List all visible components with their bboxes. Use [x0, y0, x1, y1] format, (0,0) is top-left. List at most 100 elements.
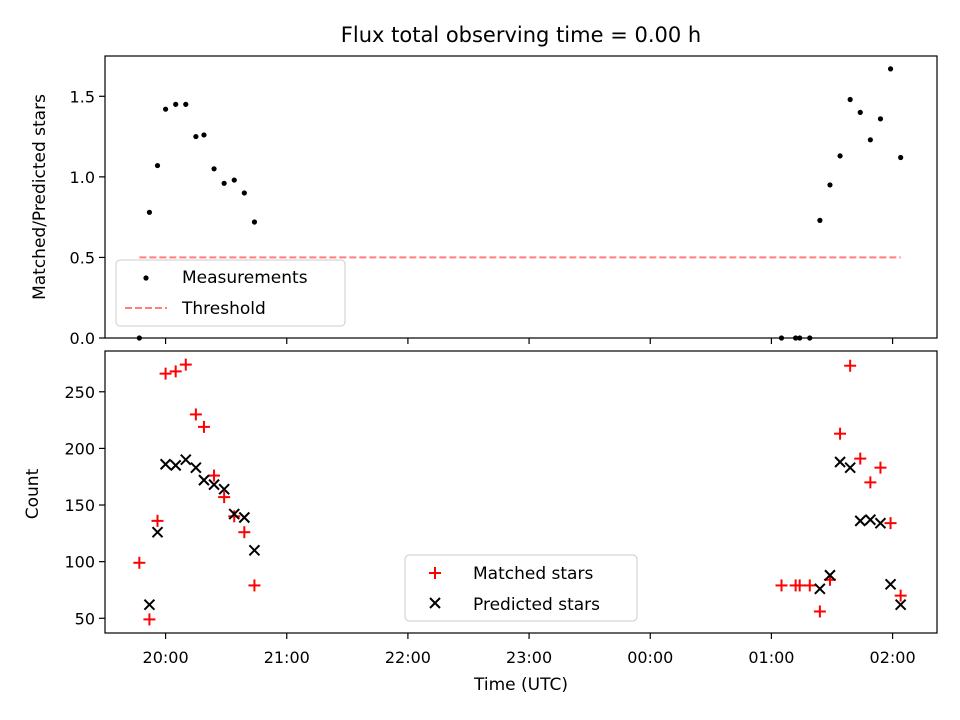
- predicted-star-point: [874, 517, 887, 529]
- bottom-panel: Count Time (UTC) 50 100 150 200 250 20:00 21:…: [23, 350, 938, 695]
- y-tick-label: 100: [64, 553, 95, 572]
- measurement-point: [146, 209, 153, 215]
- predicted-star-point: [218, 483, 230, 495]
- measurement-point: [201, 132, 207, 138]
- predicted-star-point: [864, 514, 877, 526]
- matched-star-point: [159, 367, 172, 380]
- matched-star-point: [793, 579, 806, 592]
- measurement-point: [898, 154, 904, 161]
- x-tick-label: 20:00: [143, 648, 189, 667]
- top-y-axis-label: Matched/Predicted stars: [30, 94, 50, 300]
- measurement-point: [837, 153, 843, 159]
- predicted-star-point: [238, 511, 251, 524]
- predicted-star-point: [894, 598, 907, 611]
- legend-label-predicted-stars: Predicted stars: [473, 595, 600, 615]
- matched-star-point: [151, 514, 164, 527]
- y-tick-label: 150: [64, 496, 95, 515]
- matched-star-point: [884, 517, 897, 530]
- measurement-point: [857, 109, 863, 115]
- predicted-star-point: [248, 544, 261, 557]
- matched-star-point: [775, 579, 788, 592]
- bottom-plot-area: [133, 358, 907, 626]
- measurement-point: [867, 137, 873, 143]
- bottom-x-ticks: 20:00 21:00 22:00 23:00 00:00 01:00 02:00: [143, 633, 916, 667]
- matched-star-point: [834, 427, 847, 440]
- measurement-point: [241, 190, 247, 196]
- predicted-star-point: [190, 461, 202, 474]
- measurement-point: [251, 219, 258, 225]
- measurement-point: [887, 66, 894, 72]
- top-panel: Flux total observing time = 0.00 h Match…: [30, 23, 938, 348]
- predicted-star-point: [208, 478, 220, 491]
- x-tick-label: 22:00: [385, 648, 431, 667]
- matched-star-point: [189, 408, 202, 421]
- measurement-point: [827, 182, 833, 188]
- y-tick-label: 250: [64, 383, 95, 402]
- bottom-axes-frame: [104, 350, 938, 634]
- legend-marker-measurements: [143, 275, 149, 281]
- legend-label-matched-stars: Matched stars: [473, 564, 593, 584]
- legend-label-threshold: Threshold: [181, 299, 266, 319]
- matched-star-point: [803, 579, 816, 592]
- x-tick-label: 21:00: [264, 648, 310, 667]
- legend-marker-matched-stars: [429, 567, 441, 579]
- top-axes-frame: [104, 55, 938, 339]
- matched-star-point: [179, 358, 192, 371]
- y-tick-label: 0.0: [70, 329, 95, 348]
- predicted-star-point: [834, 456, 846, 468]
- matched-star-point: [169, 365, 182, 378]
- matched-star-point: [133, 556, 146, 569]
- measurement-point: [211, 166, 217, 172]
- bottom-legend-box: [404, 554, 638, 622]
- matched-star-point: [248, 579, 261, 592]
- measurement-point: [154, 162, 161, 169]
- predicted-star-point: [854, 515, 866, 527]
- bottom-y-axis-label: Count: [23, 468, 43, 519]
- top-x-ticks: [164, 338, 894, 344]
- matched-star-point: [208, 469, 221, 482]
- predicted-star-point: [824, 569, 836, 581]
- bottom-legend: Matched stars Predicted stars: [404, 554, 638, 622]
- y-tick-label: 1.0: [70, 168, 95, 187]
- x-tick-label: 00:00: [627, 648, 673, 667]
- measurement-point: [221, 180, 227, 186]
- predicted-star-point: [143, 598, 156, 611]
- matched-star-point: [864, 476, 877, 489]
- predicted-star-point: [814, 583, 826, 595]
- matched-star-point: [228, 510, 241, 523]
- matched-star-point: [854, 452, 867, 465]
- predicted-star-point: [159, 458, 172, 470]
- chart-title: Flux total observing time = 0.00 h: [341, 23, 701, 47]
- predicted-star-point: [180, 454, 192, 466]
- matched-star-point: [874, 461, 887, 474]
- matched-star-point: [238, 526, 251, 539]
- predicted-star-point: [844, 461, 856, 474]
- predicted-star-point: [169, 459, 182, 472]
- y-tick-label: 1.5: [70, 87, 95, 106]
- legend-label-measurements: Measurements: [182, 268, 308, 288]
- predicted-star-point: [228, 508, 240, 520]
- predicted-star-point: [884, 578, 897, 591]
- predicted-star-point: [151, 526, 164, 538]
- matched-star-point: [894, 589, 907, 602]
- bottom-y-ticks: 50 100 150 200 250: [64, 383, 105, 628]
- top-legend: Measurements Threshold: [115, 259, 346, 327]
- x-tick-label: 02:00: [870, 648, 916, 667]
- measurement-point: [193, 133, 199, 140]
- top-y-ticks: 0.0 0.5 1.0 1.5: [70, 87, 105, 348]
- matched-star-point: [197, 420, 210, 433]
- measurement-point: [183, 101, 189, 107]
- x-tick-label: 23:00: [506, 648, 552, 667]
- x-tick-label: 01:00: [748, 648, 794, 667]
- measurement-point: [877, 116, 884, 122]
- measurement-point: [162, 106, 169, 112]
- measurement-point: [231, 177, 237, 183]
- y-tick-label: 200: [64, 439, 95, 458]
- measurement-point: [173, 101, 179, 107]
- matched-star-point: [813, 605, 826, 618]
- top-legend-box: [115, 259, 346, 327]
- y-tick-label: 50: [75, 609, 95, 628]
- predicted-star-point: [198, 474, 210, 486]
- x-axis-label: Time (UTC): [473, 675, 568, 695]
